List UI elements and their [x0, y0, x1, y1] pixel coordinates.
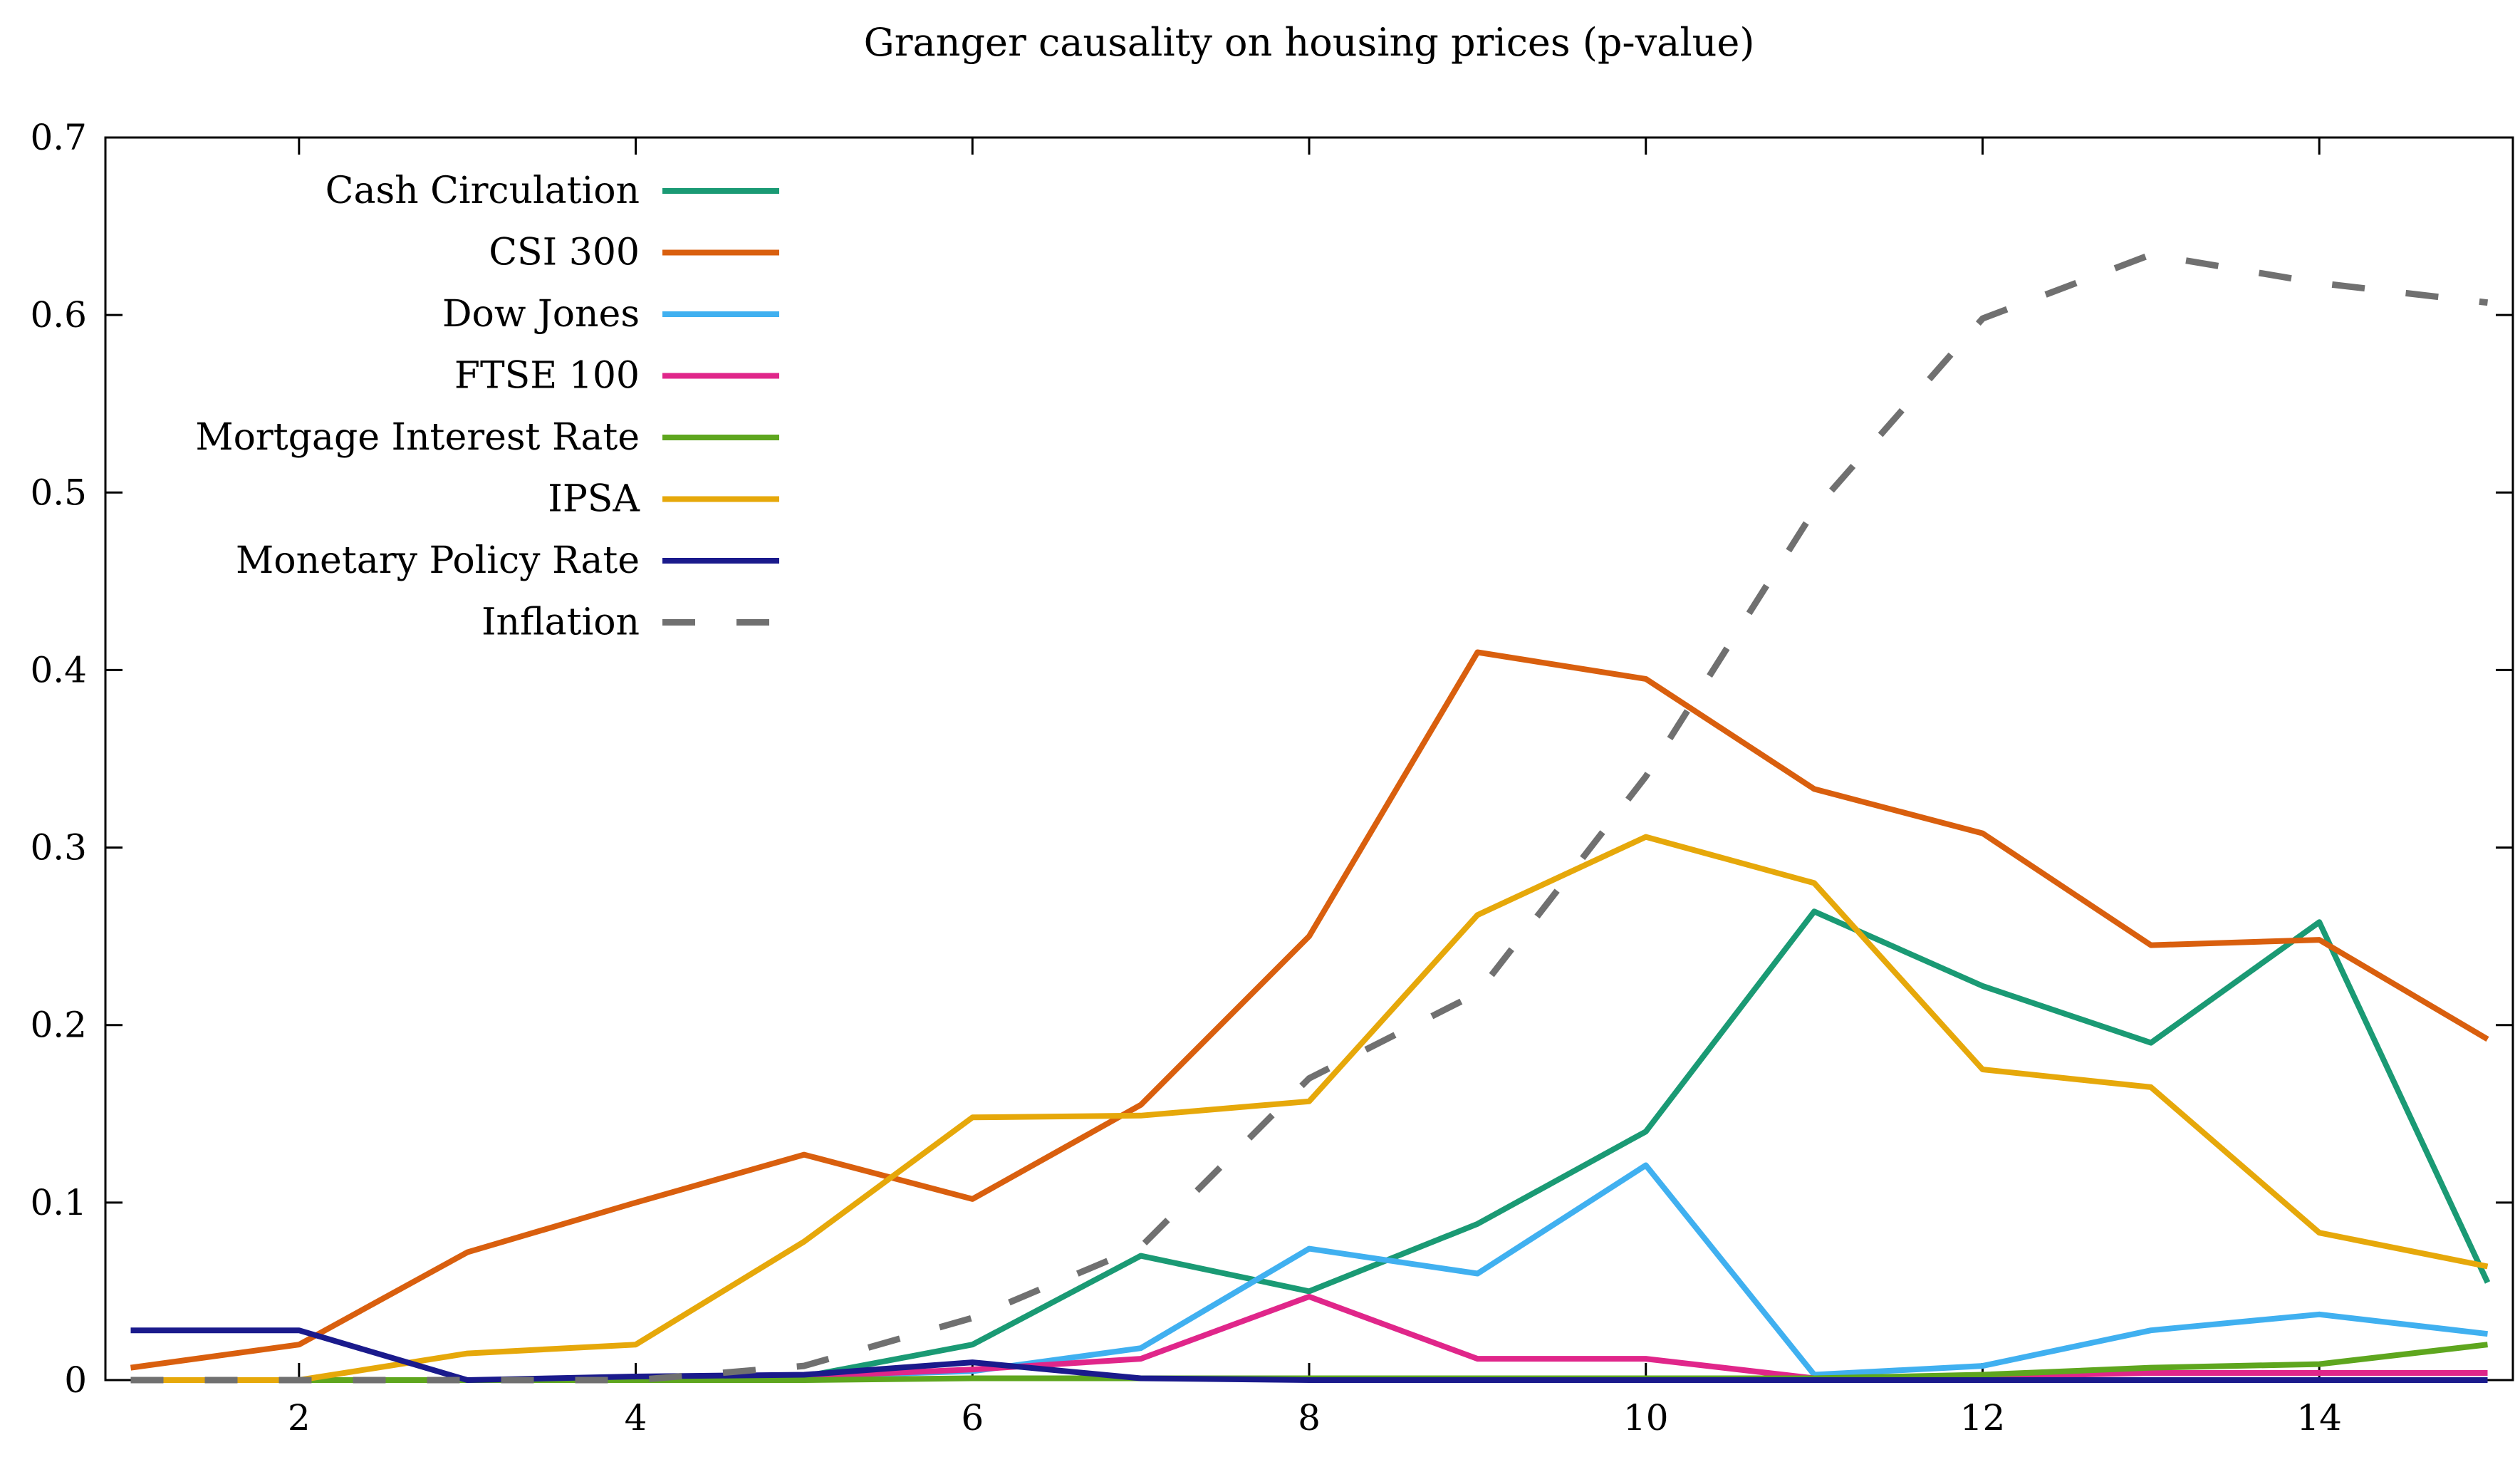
x-tick-label: 6	[961, 1397, 984, 1439]
y-tick-label: 0	[64, 1359, 87, 1401]
legend-label-csi-300: CSI 300	[489, 232, 640, 274]
y-tick-label: 0.6	[30, 294, 87, 336]
y-tick-label: 0.4	[30, 649, 87, 690]
y-tick-label: 0.3	[30, 827, 87, 869]
legend-label-mortgage-interest-rate: Mortgage Interest Rate	[195, 416, 640, 459]
y-tick-label: 0.1	[30, 1182, 87, 1223]
y-tick-label: 0.5	[30, 472, 87, 513]
y-tick-label: 0.7	[30, 117, 87, 158]
y-tick-label: 0.2	[30, 1005, 87, 1046]
legend-label-monetary-policy-rate: Monetary Policy Rate	[236, 539, 640, 582]
legend-label-dow-jones: Dow Jones	[442, 293, 640, 336]
axis-ticks: 2 4 6 8 10 12 14 0 0.1 0.2 0.3 0.4 0.5 0.6 0.7	[30, 117, 2513, 1439]
x-tick-label: 14	[2296, 1397, 2342, 1439]
series-line-inflation	[130, 251, 2489, 1384]
legend-label-ftse-100: FTSE 100	[454, 355, 640, 398]
series-lines	[130, 251, 2491, 1384]
x-tick-label: 2	[288, 1397, 311, 1439]
x-tick-label: 8	[1298, 1397, 1321, 1439]
series-line-csi-300	[130, 649, 2489, 1371]
legend: Cash Circulation CSI 300 Dow Jones FTSE 100…	[195, 170, 779, 644]
x-tick-label: 10	[1623, 1397, 1669, 1439]
series-line-cash-circulation	[130, 908, 2491, 1383]
x-tick-label: 12	[1960, 1397, 2006, 1439]
legend-label-cash-circulation: Cash Circulation	[326, 170, 640, 212]
chart-title: Granger causality on housing prices (p-v…	[864, 20, 1755, 65]
x-tick-label: 4	[625, 1397, 647, 1439]
series-line-ipsa	[130, 834, 2489, 1383]
series-line-dow-jones	[130, 1162, 2488, 1383]
legend-label-ipsa: IPSA	[548, 478, 640, 521]
legend-label-inflation: Inflation	[481, 601, 640, 644]
